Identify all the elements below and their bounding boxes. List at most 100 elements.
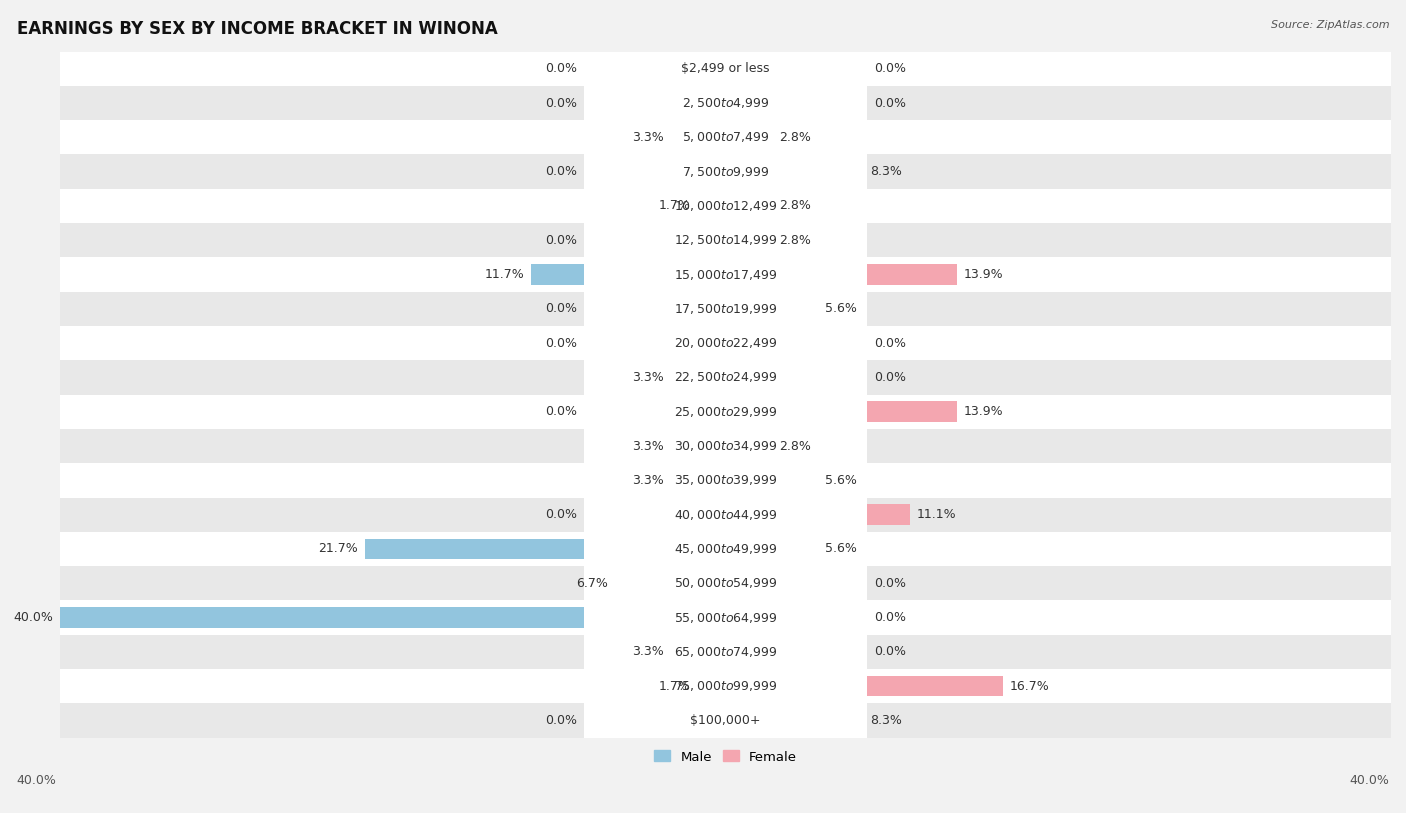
- Text: EARNINGS BY SEX BY INCOME BRACKET IN WINONA: EARNINGS BY SEX BY INCOME BRACKET IN WIN…: [17, 20, 498, 38]
- Bar: [60, 292, 1391, 326]
- Text: 16.7%: 16.7%: [1010, 680, 1050, 693]
- Text: $17,500 to $19,999: $17,500 to $19,999: [673, 302, 778, 316]
- Text: $30,000 to $34,999: $30,000 to $34,999: [673, 439, 778, 453]
- Text: 0.0%: 0.0%: [546, 63, 578, 76]
- Text: 5.6%: 5.6%: [825, 542, 858, 555]
- Bar: [671, 367, 725, 388]
- Text: $25,000 to $29,999: $25,000 to $29,999: [673, 405, 778, 419]
- Text: 3.3%: 3.3%: [633, 131, 664, 144]
- Bar: [585, 566, 868, 601]
- Bar: [725, 504, 910, 525]
- Text: 2.8%: 2.8%: [779, 234, 811, 247]
- Bar: [725, 402, 957, 422]
- Text: 0.0%: 0.0%: [546, 508, 578, 521]
- Text: $50,000 to $54,999: $50,000 to $54,999: [673, 576, 778, 590]
- Text: 2.8%: 2.8%: [779, 131, 811, 144]
- Text: 0.0%: 0.0%: [546, 97, 578, 110]
- Text: 2.8%: 2.8%: [779, 199, 811, 212]
- Bar: [725, 298, 818, 320]
- Bar: [725, 436, 772, 456]
- Text: $55,000 to $64,999: $55,000 to $64,999: [673, 611, 778, 624]
- Bar: [60, 463, 1391, 498]
- Bar: [585, 51, 868, 86]
- Bar: [671, 436, 725, 456]
- Bar: [585, 292, 868, 326]
- Bar: [725, 127, 772, 148]
- Bar: [60, 669, 1391, 703]
- Text: $2,500 to $4,999: $2,500 to $4,999: [682, 96, 769, 110]
- Bar: [60, 601, 1391, 635]
- Text: $5,000 to $7,499: $5,000 to $7,499: [682, 130, 769, 145]
- Text: 0.0%: 0.0%: [873, 576, 905, 589]
- Text: $22,500 to $24,999: $22,500 to $24,999: [673, 371, 778, 385]
- Text: 40.0%: 40.0%: [14, 611, 53, 624]
- Text: 2.8%: 2.8%: [779, 440, 811, 453]
- Bar: [585, 669, 868, 703]
- Bar: [671, 470, 725, 491]
- Text: 0.0%: 0.0%: [546, 165, 578, 178]
- Bar: [60, 635, 1391, 669]
- Bar: [725, 264, 957, 285]
- Text: 5.6%: 5.6%: [825, 302, 858, 315]
- Text: 3.3%: 3.3%: [633, 440, 664, 453]
- Text: 0.0%: 0.0%: [546, 337, 578, 350]
- Bar: [60, 258, 1391, 292]
- Text: 0.0%: 0.0%: [873, 97, 905, 110]
- Text: 6.7%: 6.7%: [575, 576, 607, 589]
- Text: 5.6%: 5.6%: [825, 474, 858, 487]
- Text: 21.7%: 21.7%: [318, 542, 359, 555]
- Bar: [60, 154, 1391, 189]
- Text: $40,000 to $44,999: $40,000 to $44,999: [673, 507, 778, 522]
- Text: 11.1%: 11.1%: [917, 508, 956, 521]
- Text: $35,000 to $39,999: $35,000 to $39,999: [673, 473, 778, 487]
- Bar: [60, 86, 1391, 120]
- Bar: [585, 189, 868, 223]
- Text: 0.0%: 0.0%: [873, 63, 905, 76]
- Bar: [671, 127, 725, 148]
- Text: $75,000 to $99,999: $75,000 to $99,999: [673, 679, 778, 693]
- Bar: [60, 189, 1391, 223]
- Bar: [60, 498, 1391, 532]
- Text: $45,000 to $49,999: $45,000 to $49,999: [673, 542, 778, 556]
- Bar: [60, 566, 1391, 601]
- Text: 1.7%: 1.7%: [659, 680, 690, 693]
- Text: 3.3%: 3.3%: [633, 371, 664, 384]
- Bar: [60, 360, 1391, 394]
- Bar: [585, 429, 868, 463]
- Text: 8.3%: 8.3%: [870, 165, 903, 178]
- Text: 0.0%: 0.0%: [873, 611, 905, 624]
- Text: 0.0%: 0.0%: [546, 405, 578, 418]
- Bar: [60, 532, 1391, 566]
- Bar: [60, 607, 725, 628]
- Bar: [60, 326, 1391, 360]
- Bar: [585, 703, 868, 737]
- Bar: [725, 196, 772, 216]
- Text: $12,500 to $14,999: $12,500 to $14,999: [673, 233, 778, 247]
- Legend: Male, Female: Male, Female: [650, 746, 803, 769]
- Bar: [614, 573, 725, 593]
- Text: $15,000 to $17,499: $15,000 to $17,499: [673, 267, 778, 281]
- Bar: [725, 161, 863, 182]
- Text: 8.3%: 8.3%: [870, 714, 903, 727]
- Bar: [585, 360, 868, 394]
- Bar: [60, 51, 1391, 86]
- Bar: [585, 120, 868, 154]
- Bar: [531, 264, 725, 285]
- Bar: [725, 470, 818, 491]
- Bar: [725, 230, 772, 250]
- Text: $100,000+: $100,000+: [690, 714, 761, 727]
- Text: $20,000 to $22,499: $20,000 to $22,499: [673, 336, 778, 350]
- Bar: [725, 539, 818, 559]
- Text: 0.0%: 0.0%: [873, 646, 905, 659]
- Bar: [671, 641, 725, 662]
- Text: 40.0%: 40.0%: [1350, 774, 1389, 787]
- Bar: [585, 394, 868, 429]
- Bar: [585, 498, 868, 532]
- Bar: [60, 429, 1391, 463]
- Text: 0.0%: 0.0%: [873, 337, 905, 350]
- Bar: [585, 154, 868, 189]
- Bar: [725, 711, 863, 731]
- Text: 13.9%: 13.9%: [963, 268, 1002, 281]
- Bar: [585, 635, 868, 669]
- Bar: [60, 120, 1391, 154]
